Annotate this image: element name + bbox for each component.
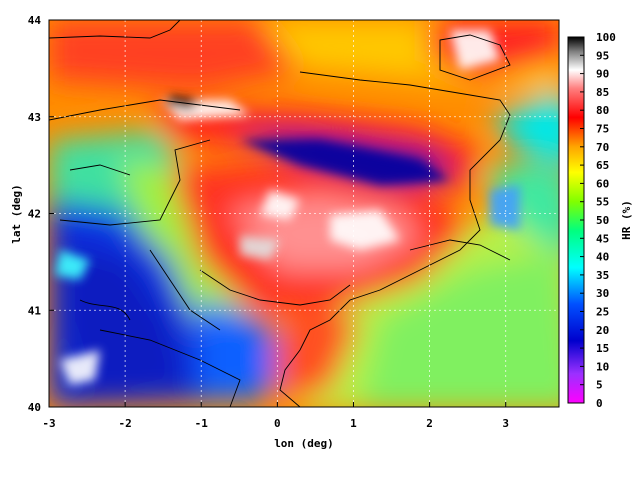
contour-lines [49, 20, 511, 407]
x-tick-label: 1 [350, 417, 357, 430]
x-axis-label: lon (deg) [274, 437, 334, 450]
y-tick-label: 40 [28, 401, 41, 414]
colorbar-tick-label: 45 [596, 232, 609, 245]
colorbar-tick-label: 25 [596, 306, 609, 319]
y-axis-label: lat (deg) [10, 184, 23, 244]
humidity-field [49, 20, 559, 407]
colorbar-tick-label: 55 [596, 196, 609, 209]
x-tick-label: -2 [118, 417, 131, 430]
x-tick-label: 3 [502, 417, 509, 430]
colorbar-tick-label: 60 [596, 177, 609, 190]
x-tick-label: 0 [274, 417, 281, 430]
x-tick-label: -1 [195, 417, 209, 430]
colorbar-tick-label: 95 [596, 49, 609, 62]
y-tick-label: 44 [28, 14, 42, 27]
colorbar-tick-label: 70 [596, 141, 609, 154]
x-axis: -3 -2 -1 0 1 2 3 [42, 402, 509, 430]
colorbar-tick-label: 75 [596, 123, 609, 136]
colorbar-tick-label: 0 [596, 397, 603, 410]
colorbar-tick-label: 40 [596, 251, 609, 264]
colorbar-tick-label: 15 [596, 342, 609, 355]
x-tick-label: 2 [426, 417, 433, 430]
y-axis: 40 41 42 43 44 [28, 14, 54, 414]
colorbar-tick-label: 90 [596, 68, 609, 81]
colorbar-label: HR (%) [620, 200, 633, 240]
colorbar-tick-label: 50 [596, 214, 609, 227]
y-tick-label: 43 [28, 111, 41, 124]
y-tick-label: 41 [28, 304, 42, 317]
colorbar-ticks: 1009590858075706560555045403530252015105… [580, 31, 616, 410]
colorbar-tick-label: 30 [596, 287, 609, 300]
x-tick-label: -3 [42, 417, 55, 430]
colorbar-tick-label: 80 [596, 104, 609, 117]
colorbar: 1009590858075706560555045403530252015105… [567, 31, 633, 410]
colorbar-tick-label: 20 [596, 324, 609, 337]
colorbar-tick-label: 65 [596, 159, 609, 172]
colorbar-tick-label: 10 [596, 360, 609, 373]
colorbar-tick-label: 85 [596, 86, 609, 99]
colorbar-tick-label: 5 [596, 379, 603, 392]
y-tick-label: 42 [28, 208, 41, 221]
colorbar-tick-label: 35 [596, 269, 609, 282]
colorbar-tick-label: 100 [596, 31, 616, 44]
